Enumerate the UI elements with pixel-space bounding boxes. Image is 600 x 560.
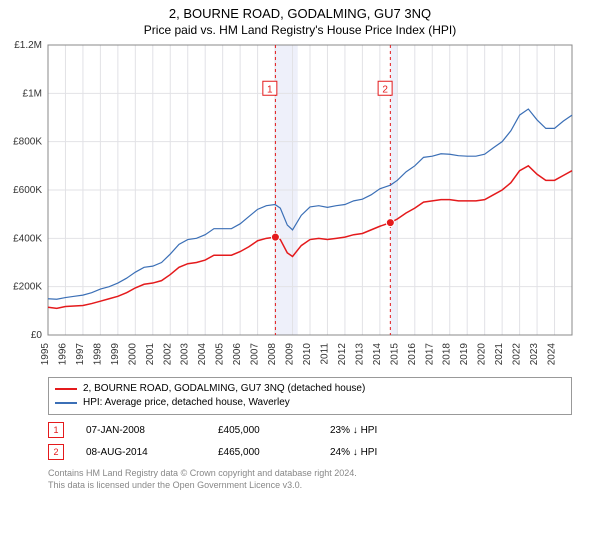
sale-point-2 [386, 219, 394, 227]
svg-text:2009: 2009 [285, 343, 296, 366]
sale-price: £465,000 [218, 447, 308, 458]
sale-price: £405,000 [218, 425, 308, 436]
svg-text:2010: 2010 [302, 343, 313, 366]
svg-text:2014: 2014 [372, 343, 383, 366]
svg-text:2007: 2007 [250, 343, 261, 366]
svg-text:1995: 1995 [40, 343, 51, 366]
svg-text:£1M: £1M [23, 88, 42, 99]
sale-diff: 23% ↓ HPI [330, 425, 377, 436]
chart-subtitle: Price paid vs. HM Land Registry's House … [0, 21, 600, 41]
svg-text:2003: 2003 [180, 343, 191, 366]
chart-title: 2, BOURNE ROAD, GODALMING, GU7 3NQ [0, 0, 600, 21]
svg-text:2020: 2020 [477, 343, 488, 366]
legend-label: 2, BOURNE ROAD, GODALMING, GU7 3NQ (deta… [83, 382, 365, 396]
price-chart: £0 £200K £400K £600K £800K £1M £1.2M 1995 1996 19… [0, 41, 600, 371]
legend-swatch [55, 388, 77, 390]
legend-row: HPI: Average price, detached house, Wave… [55, 396, 565, 410]
sale-point-1 [271, 233, 279, 241]
sale-date: 07-JAN-2008 [86, 425, 196, 436]
svg-text:2008: 2008 [267, 343, 278, 366]
svg-text:2000: 2000 [127, 343, 138, 366]
svg-text:2002: 2002 [162, 343, 173, 366]
svg-text:1: 1 [267, 84, 273, 95]
legend-label: HPI: Average price, detached house, Wave… [83, 396, 290, 410]
svg-text:£800K: £800K [13, 137, 42, 148]
footer-line1: Contains HM Land Registry data © Crown c… [48, 467, 572, 479]
footer-line2: This data is licensed under the Open Gov… [48, 479, 572, 491]
svg-text:£600K: £600K [13, 185, 42, 196]
svg-text:2006: 2006 [232, 343, 243, 366]
svg-text:2015: 2015 [389, 343, 400, 366]
svg-text:2018: 2018 [442, 343, 453, 366]
sale-diff: 24% ↓ HPI [330, 447, 377, 458]
svg-text:1998: 1998 [92, 343, 103, 366]
legend: 2, BOURNE ROAD, GODALMING, GU7 3NQ (deta… [48, 377, 572, 415]
svg-text:2: 2 [382, 84, 388, 95]
svg-text:2016: 2016 [407, 343, 418, 366]
footer-attribution: Contains HM Land Registry data © Crown c… [48, 467, 572, 491]
sale-marker-icon: 2 [48, 444, 64, 460]
svg-text:2005: 2005 [215, 343, 226, 366]
sale-row: 1 07-JAN-2008 £405,000 23% ↓ HPI [48, 419, 572, 441]
sale-date: 08-AUG-2014 [86, 447, 196, 458]
svg-text:2023: 2023 [529, 343, 540, 366]
svg-text:2021: 2021 [494, 343, 505, 366]
svg-text:2001: 2001 [145, 343, 156, 366]
svg-text:1996: 1996 [57, 343, 68, 366]
svg-text:2011: 2011 [319, 343, 330, 365]
sales-table: 1 07-JAN-2008 £405,000 23% ↓ HPI 2 08-AUG-201… [48, 419, 572, 463]
legend-swatch [55, 402, 77, 404]
sale-row: 2 08-AUG-2014 £465,000 24% ↓ HPI [48, 441, 572, 463]
svg-text:2013: 2013 [354, 343, 365, 366]
svg-text:2019: 2019 [459, 343, 470, 366]
svg-text:1997: 1997 [75, 343, 86, 366]
svg-text:£400K: £400K [13, 233, 42, 244]
svg-text:2024: 2024 [547, 343, 558, 366]
svg-text:2017: 2017 [424, 343, 435, 366]
sale-marker-icon: 1 [48, 422, 64, 438]
svg-text:2004: 2004 [197, 343, 208, 366]
svg-text:£1.2M: £1.2M [14, 41, 42, 51]
svg-text:1999: 1999 [110, 343, 121, 366]
svg-text:£200K: £200K [13, 282, 42, 293]
svg-text:£0: £0 [31, 330, 43, 341]
svg-text:2022: 2022 [512, 343, 523, 366]
legend-row: 2, BOURNE ROAD, GODALMING, GU7 3NQ (deta… [55, 382, 565, 396]
svg-text:2012: 2012 [337, 343, 348, 366]
